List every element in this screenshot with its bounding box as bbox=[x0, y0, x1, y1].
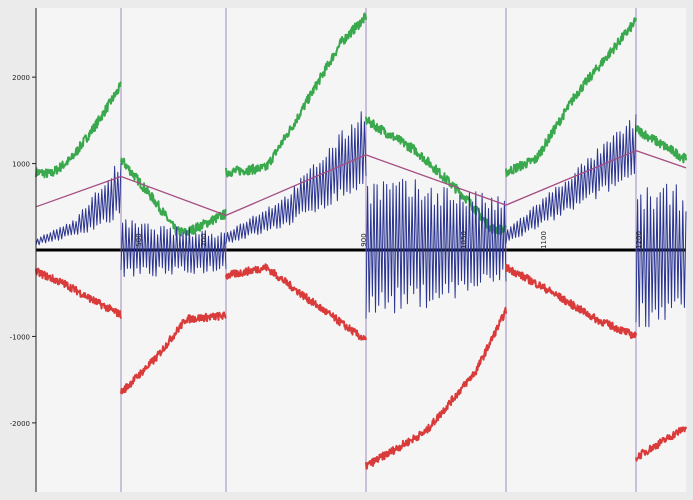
tick-layer: 2000 1000 -1000 -2000 500 200 900 1050 1100 1200 bbox=[10, 74, 643, 428]
series-layer bbox=[35, 12, 687, 470]
y-tick-label-0: 2000 bbox=[12, 74, 30, 82]
y-tick-label-2: -1000 bbox=[10, 333, 30, 341]
series-2-segment-1 bbox=[120, 311, 227, 395]
series-0-segment-4 bbox=[505, 17, 637, 178]
y-tick-label-3: -2000 bbox=[10, 420, 30, 428]
series-0-segment-2 bbox=[225, 12, 367, 178]
series-3-segment-0 bbox=[35, 175, 122, 208]
series-0-segment-1 bbox=[120, 157, 227, 237]
series-1 bbox=[35, 111, 687, 328]
series-1-segment-3 bbox=[365, 178, 507, 319]
x-tick-label-2: 900 bbox=[360, 233, 368, 246]
series-2-segment-4 bbox=[505, 264, 637, 339]
series-1-segment-4 bbox=[505, 114, 637, 244]
series-1-segment-0 bbox=[35, 162, 122, 246]
series-3-segment-2 bbox=[225, 154, 367, 216]
series-0-segment-0 bbox=[35, 81, 122, 179]
x-tick-label-4: 1100 bbox=[540, 231, 548, 249]
series-1-segment-2 bbox=[225, 111, 367, 244]
x-tick-label-1: 200 bbox=[200, 233, 208, 246]
x-tick-label-3: 1050 bbox=[460, 231, 468, 249]
series-1-segment-1 bbox=[120, 219, 227, 277]
series-3-segment-5 bbox=[635, 149, 687, 169]
series-1-segment-5 bbox=[635, 183, 687, 328]
series-0 bbox=[35, 12, 687, 237]
series-2-segment-0 bbox=[35, 267, 122, 319]
series-0-segment-5 bbox=[635, 125, 687, 164]
series-2-segment-2 bbox=[225, 263, 367, 341]
series-2 bbox=[35, 263, 687, 470]
series-2-segment-5 bbox=[635, 426, 687, 462]
series-3-segment-3 bbox=[365, 154, 507, 206]
x-tick-label-5: 1200 bbox=[635, 231, 643, 249]
y-tick-label-1: 1000 bbox=[12, 161, 30, 169]
series-2-segment-3 bbox=[365, 306, 507, 470]
x-tick-label-0: 500 bbox=[135, 233, 143, 246]
series-3-segment-4 bbox=[505, 150, 637, 206]
series-3 bbox=[35, 149, 687, 217]
series-3-segment-1 bbox=[120, 175, 227, 217]
